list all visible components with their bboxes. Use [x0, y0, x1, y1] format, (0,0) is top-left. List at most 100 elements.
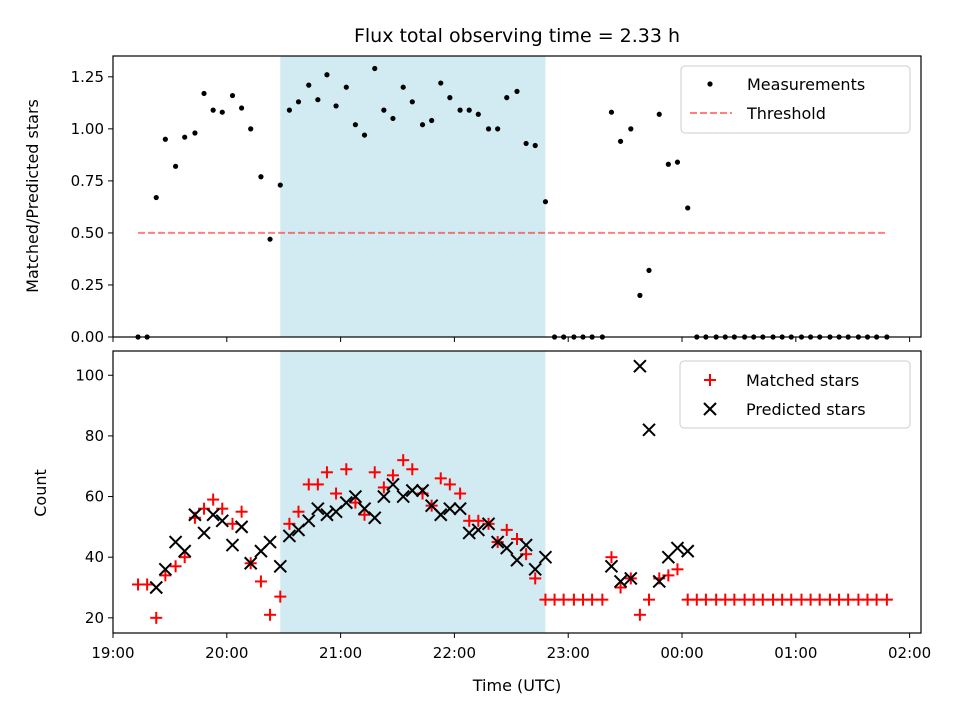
- measurement-point: [333, 103, 339, 109]
- predicted-star-point: [490, 535, 505, 549]
- predicted-star-point: [273, 559, 287, 573]
- matched-star-point: [178, 551, 191, 564]
- measurement-point: [429, 117, 435, 124]
- matched-star-point: [529, 572, 542, 585]
- matched-star-point: [159, 569, 172, 582]
- matched-star-point: [274, 590, 287, 603]
- measurement-point: [162, 136, 168, 142]
- predicted-star-point: [320, 508, 334, 522]
- ratio-panel: 0.00 0.25 0.50 0.75 1.00 1.25 Matched/Predict…: [23, 55, 922, 346]
- predicted-star-point: [339, 495, 354, 510]
- y-tick-label: 0.25: [71, 276, 104, 294]
- matched-star-point: [643, 593, 656, 606]
- predicted-star-point: [177, 544, 192, 558]
- matched-star-point: [311, 478, 324, 491]
- matched-star-point: [207, 493, 220, 506]
- predicted-star-point: [188, 508, 202, 522]
- predicted-star-point: [405, 483, 420, 498]
- measurement-point: [523, 140, 529, 147]
- ratio-y-ticks: 0.00 0.25 0.50 0.75 1.00 1.25: [71, 68, 113, 346]
- predicted-star-point: [680, 544, 695, 558]
- measurement-point: [685, 205, 691, 211]
- matched-star-point: [434, 472, 447, 485]
- matched-star-point: [454, 487, 467, 500]
- measurement-point: [495, 126, 501, 132]
- count-panel: 20 40 60 80 100 19:00 20:00 21:00 22:00 23:00 00:…: [31, 350, 931, 695]
- predicted-star-point: [215, 514, 229, 528]
- predicted-star-point: [481, 517, 496, 531]
- measurement-points: [135, 65, 890, 340]
- matched-star-point: [406, 463, 419, 476]
- predicted-star-point: [158, 562, 173, 577]
- count-y-ticks: 20 40 60 80 100: [75, 366, 113, 627]
- chart-title: Flux total observing time = 2.33 h: [354, 25, 680, 47]
- x-tick-label: 01:00: [774, 644, 817, 662]
- matched-star-point: [292, 505, 305, 518]
- measurement-point: [352, 122, 358, 128]
- predicted-star-point: [386, 477, 400, 492]
- legend-predicted-marker: [703, 402, 717, 416]
- measurement-point: [466, 107, 472, 113]
- matched-star-point: [880, 593, 893, 606]
- y-tick-label: 20: [85, 609, 104, 627]
- measurement-point: [485, 126, 492, 132]
- measurement-point: [447, 95, 453, 101]
- legend-measurements-label: Measurements: [747, 75, 865, 94]
- y-tick-label: 0.75: [71, 172, 104, 190]
- measurement-point: [258, 174, 264, 180]
- measurement-point: [674, 159, 681, 165]
- matched-star-point: [728, 593, 741, 606]
- x-tick-label: 19:00: [91, 644, 134, 662]
- matched-star-point: [340, 463, 353, 476]
- matched-star-point: [377, 481, 390, 494]
- measurement-point: [172, 163, 179, 169]
- matched-star-point: [671, 563, 684, 576]
- measurement-point: [372, 65, 378, 72]
- matched-star-point: [226, 517, 239, 530]
- predicted-star-point: [633, 359, 647, 373]
- measurement-point: [267, 236, 273, 242]
- measurement-point: [390, 115, 396, 122]
- measurement-point: [419, 122, 426, 128]
- matched-star-point: [785, 593, 798, 606]
- y-tick-label: 0.50: [71, 224, 104, 242]
- count-legend-box: [679, 360, 911, 429]
- measurement-point: [504, 95, 510, 101]
- measurement-point: [238, 105, 245, 111]
- y-tick-label: 40: [85, 548, 104, 566]
- predicted-star-point: [396, 489, 410, 504]
- measurement-point: [617, 138, 624, 144]
- measurement-point: [475, 111, 481, 117]
- y-tick-label: 60: [85, 488, 104, 506]
- measurement-point: [532, 142, 538, 149]
- y-tick-label: 80: [85, 427, 104, 445]
- measurement-point: [324, 72, 330, 78]
- measurement-point: [201, 90, 207, 97]
- predicted-star-point: [652, 574, 666, 589]
- matched-star-point: [813, 593, 826, 606]
- measurement-point: [646, 267, 652, 273]
- measurement-point: [608, 109, 615, 115]
- measurement-point: [306, 82, 312, 88]
- measurement-point: [192, 130, 198, 136]
- legend-matched-marker: [704, 374, 716, 386]
- y-tick-label: 0.00: [71, 328, 104, 346]
- predicted-star-point: [206, 508, 220, 522]
- measurement-point: [400, 84, 406, 90]
- count-panel-frame: [112, 350, 922, 634]
- ratio-legend-box: [680, 65, 911, 134]
- matched-star-point: [235, 505, 248, 518]
- measurement-point: [295, 99, 302, 105]
- predicted-star-point: [377, 489, 391, 504]
- matched-star-point: [472, 514, 485, 527]
- measurement-point: [628, 126, 634, 132]
- count-y-axis-label: Count: [31, 469, 50, 517]
- predicted-star-point: [225, 538, 240, 552]
- predicted-star-point: [604, 559, 619, 573]
- ratio-panel-frame: [112, 55, 922, 338]
- predicted-star-point: [243, 556, 258, 570]
- x-tick-label: 21:00: [319, 644, 362, 662]
- predicted-star-point: [453, 501, 467, 516]
- matched-star-point: [756, 593, 769, 606]
- predicted-star-point: [670, 541, 685, 555]
